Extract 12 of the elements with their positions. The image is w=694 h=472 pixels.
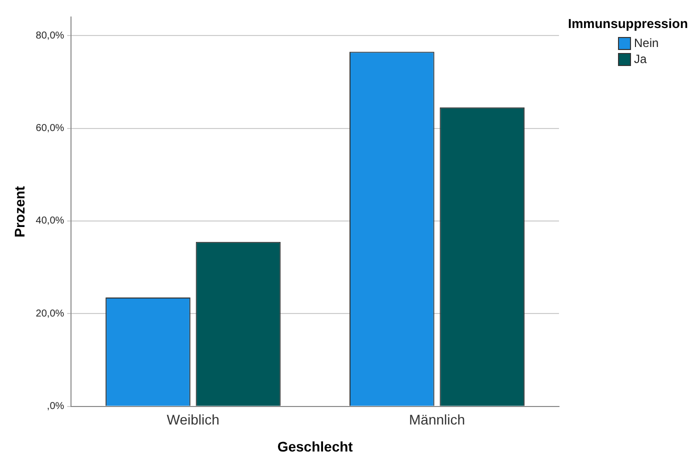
y-tick-label: 40,0% — [36, 216, 64, 227]
y-axis-title: Prozent — [11, 186, 28, 238]
y-tick-label: ,0% — [46, 401, 64, 412]
legend-label: Nein — [634, 36, 659, 50]
y-tick-label: 60,0% — [36, 123, 64, 134]
legend-label: Ja — [634, 52, 647, 66]
x-axis-title: Geschlecht — [277, 438, 354, 454]
y-tick-label: 20,0% — [36, 308, 64, 320]
legend-title: Immunsuppression — [568, 16, 688, 31]
x-tick-label: Männlich — [409, 412, 466, 428]
y-tick-label: 80,0% — [36, 30, 64, 42]
x-tick-label: Weiblich — [166, 412, 220, 428]
